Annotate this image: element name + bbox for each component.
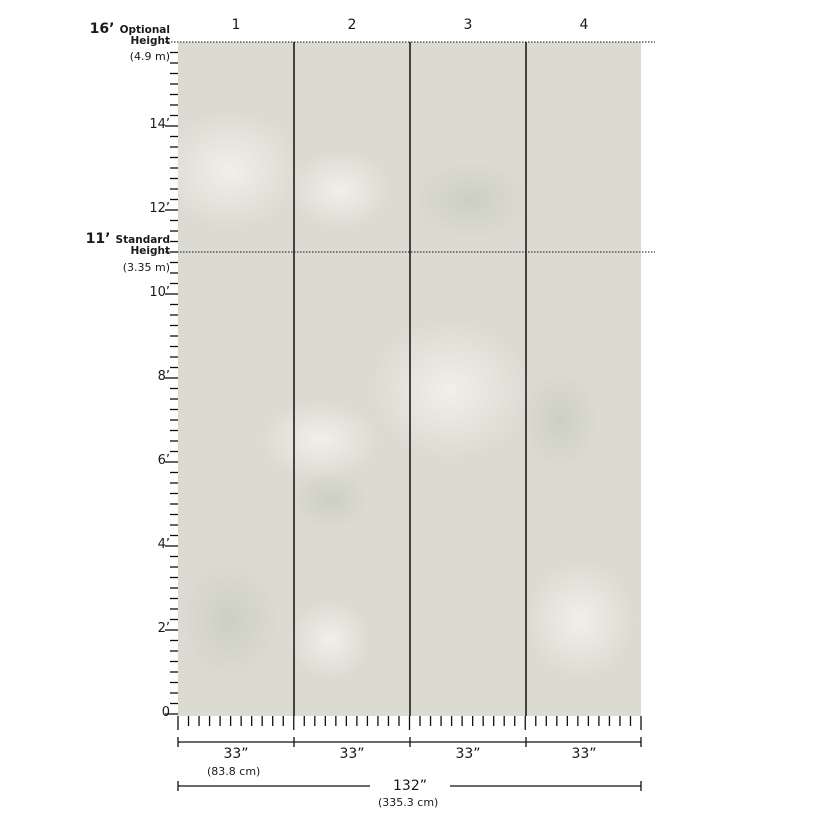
optional-height-value: 16’ [89,21,115,37]
panel-width-3: 33” [455,746,481,762]
height-tick-10: 10’ [149,285,170,300]
optional-height-label: 16’ Optional [90,18,170,37]
optional-height-text2: Height [130,35,170,47]
standard-height-text: Standard [115,234,170,246]
panel-number-2: 2 [347,17,357,33]
height-tick-4: 4’ [157,537,170,552]
height-tick-6: 6’ [157,453,170,468]
panel-width-2: 33” [339,746,365,762]
height-tick-2: 2’ [157,621,170,636]
height-tick-8: 8’ [157,369,170,384]
height-tick-14: 14’ [149,117,170,132]
height-tick-0: 0 [161,705,170,720]
panel-width-4: 33” [571,746,597,762]
standard-height-metric: (3.35 m) [122,261,170,274]
panel-width-1: 33” [223,746,249,762]
panel-number-4: 4 [579,17,589,33]
optional-height-metric: (4.9 m) [129,50,170,63]
standard-height-label: 11’ Standard [86,228,170,247]
standard-height-text2: Height [130,245,170,257]
panel-number-3: 3 [463,17,473,33]
height-tick-12: 12’ [149,201,170,216]
standard-height-value: 11’ [85,231,111,247]
panel-width-metric: (83.8 cm) [207,765,261,778]
mural-image [160,42,641,716]
total-width: 132” [370,778,450,794]
panel-number-1: 1 [231,17,241,33]
total-width-metric: (335.3 cm) [378,796,439,809]
optional-height-text: Optional [119,24,170,36]
